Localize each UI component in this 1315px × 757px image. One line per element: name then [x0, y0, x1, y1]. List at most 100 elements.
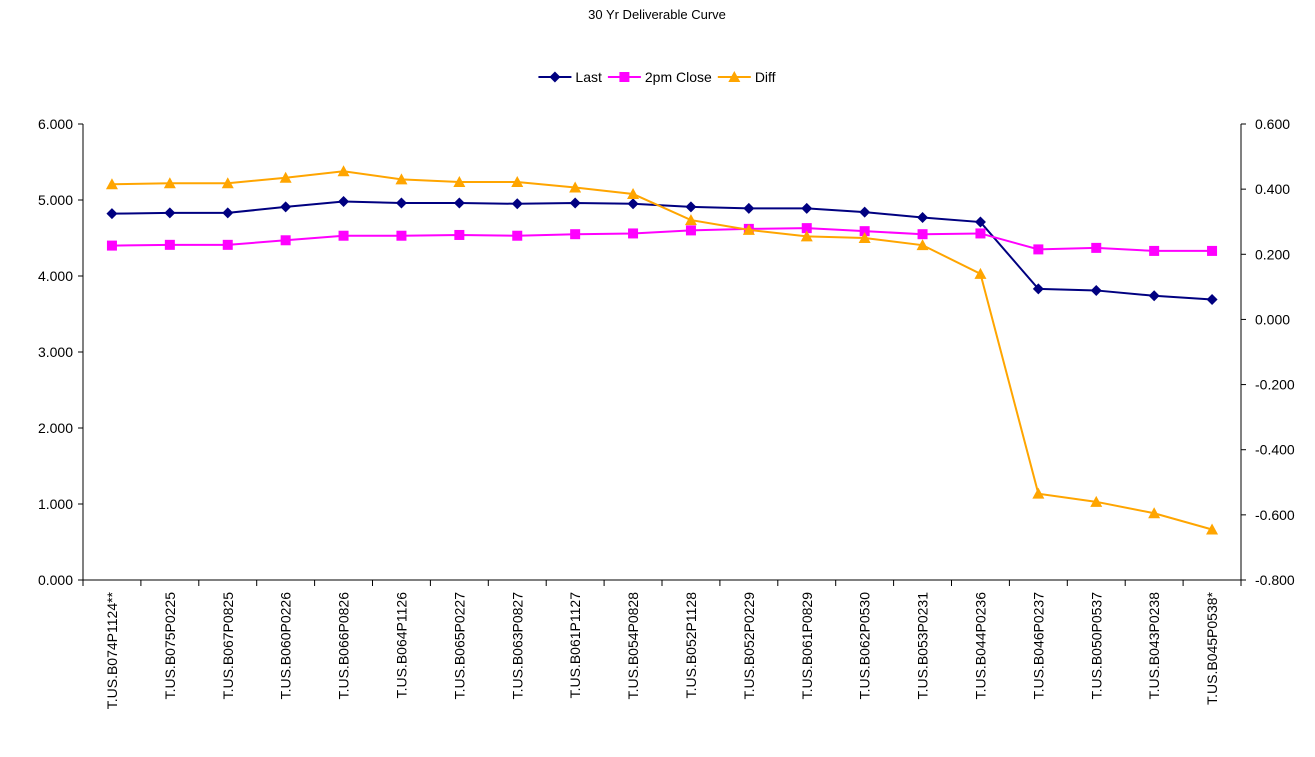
data-point-diff	[1206, 523, 1219, 535]
data-point-last	[106, 208, 118, 220]
category-label: T.US.B066P0826	[336, 592, 352, 700]
legend-marker	[549, 71, 561, 83]
data-point-last	[569, 197, 581, 209]
category-label: T.US.B060P0226	[278, 592, 294, 700]
data-point-diff	[800, 230, 813, 242]
series-line-diff	[111, 170, 1213, 531]
data-point-last	[453, 197, 465, 209]
left-tick-label: 2.000	[38, 420, 73, 436]
plot-area	[82, 124, 1242, 586]
series-diff	[105, 165, 1219, 535]
data-point-last	[685, 201, 697, 213]
category-label: T.US.B044P0236	[972, 592, 988, 700]
legend: Last 2pm Close Diff	[538, 69, 776, 85]
right-y-axis: -0.800 -0.600 -0.400 -0.200 0.000 0.200 0.400 0…	[1241, 116, 1295, 588]
right-tick-label: 0.200	[1255, 246, 1290, 262]
data-point-last	[1206, 294, 1218, 306]
data-point-last	[1148, 290, 1160, 302]
data-point-diff	[916, 239, 929, 251]
left-tick-label: 4.000	[38, 268, 73, 284]
legend-item-diff: Diff	[717, 69, 776, 85]
data-point-diff	[858, 232, 871, 243]
data-point-last	[859, 206, 871, 218]
data-point-2pm-close	[164, 239, 175, 250]
data-point-2pm-close	[685, 225, 696, 236]
right-tick-label: -0.800	[1255, 572, 1295, 588]
left-tick-label: 0.000	[38, 572, 73, 588]
data-point-2pm-close	[975, 228, 986, 239]
x-axis-categories: T.US.B074P1124** T.US.B075P0225 T.US.B067P…	[104, 591, 1220, 709]
category-label: T.US.B064P1126	[393, 592, 409, 699]
data-point-diff	[742, 223, 755, 235]
series-line-last	[111, 200, 1213, 301]
data-point-2pm-close	[222, 239, 233, 250]
data-point-last	[627, 198, 639, 210]
data-point-last	[743, 202, 755, 214]
category-label: T.US.B075P0225	[162, 592, 178, 700]
category-label: T.US.B052P0229	[741, 592, 757, 700]
category-label: T.US.B067P0825	[220, 592, 236, 700]
data-point-last	[338, 196, 350, 208]
data-point-last	[974, 216, 986, 228]
category-label: T.US.B045P0538*	[1204, 591, 1220, 704]
legend-label: 2pm Close	[645, 69, 712, 85]
data-point-last	[280, 201, 292, 213]
data-point-diff	[163, 177, 176, 189]
right-tick-label: -0.400	[1255, 442, 1295, 458]
data-point-diff	[337, 165, 350, 177]
legend-label: Last	[575, 69, 602, 85]
left-tick-label: 6.000	[38, 116, 73, 132]
left-tick-label: 3.000	[38, 344, 73, 360]
series-line-2pm-close	[111, 227, 1213, 252]
series-2pm-close	[106, 223, 1218, 256]
category-label: T.US.B050P0537	[1088, 592, 1104, 700]
category-label: T.US.B062P0530	[857, 592, 873, 700]
data-point-last	[222, 207, 234, 219]
category-label: T.US.B063P0827	[509, 592, 525, 700]
data-point-diff	[627, 188, 640, 200]
data-point-diff	[511, 175, 524, 187]
legend-label: Diff	[755, 69, 776, 85]
left-y-axis: 0.000 1.000 2.000 3.000 4.000 5.000 6.000	[38, 116, 83, 588]
data-point-2pm-close	[512, 230, 523, 241]
data-point-diff	[974, 267, 987, 279]
left-tick-label: 1.000	[38, 496, 73, 512]
data-point-2pm-close	[1091, 242, 1102, 253]
data-point-diff	[1032, 487, 1045, 499]
data-point-diff	[1148, 507, 1161, 519]
data-point-last	[801, 202, 813, 214]
data-point-diff	[1090, 495, 1103, 507]
data-point-last	[164, 207, 176, 219]
data-point-2pm-close	[1033, 244, 1044, 255]
right-tick-label: -0.600	[1255, 507, 1295, 523]
data-point-2pm-close	[917, 229, 928, 240]
data-point-last	[1090, 284, 1102, 296]
category-label: T.US.B052P1128	[683, 592, 699, 699]
data-point-diff	[569, 181, 582, 193]
data-point-last	[511, 198, 523, 210]
category-label: T.US.B053P0231	[915, 592, 931, 700]
data-point-2pm-close	[859, 226, 870, 237]
data-point-2pm-close	[338, 230, 349, 241]
data-point-diff	[453, 175, 466, 187]
data-point-2pm-close	[628, 228, 639, 239]
chart-title: 30 Yr Deliverable Curve	[588, 7, 726, 22]
data-point-2pm-close	[396, 230, 407, 241]
data-point-diff	[395, 173, 408, 185]
legend-item-2pm-close: 2pm Close	[607, 69, 712, 85]
data-point-last	[1032, 283, 1044, 295]
data-point-diff	[221, 177, 234, 189]
left-tick-label: 5.000	[38, 192, 73, 208]
series-last	[106, 196, 1218, 306]
category-label: T.US.B061P1127	[567, 592, 583, 699]
data-point-last	[395, 197, 407, 209]
legend-item-last: Last	[538, 69, 602, 85]
legend-marker	[728, 71, 741, 82]
category-label: T.US.B054P0828	[625, 592, 641, 700]
right-tick-label: -0.200	[1255, 377, 1295, 393]
legend-marker	[619, 72, 630, 82]
right-tick-label: 0.600	[1255, 116, 1290, 132]
data-point-2pm-close	[801, 223, 812, 234]
data-point-diff	[684, 214, 697, 226]
category-label: T.US.B065P0227	[451, 592, 467, 700]
